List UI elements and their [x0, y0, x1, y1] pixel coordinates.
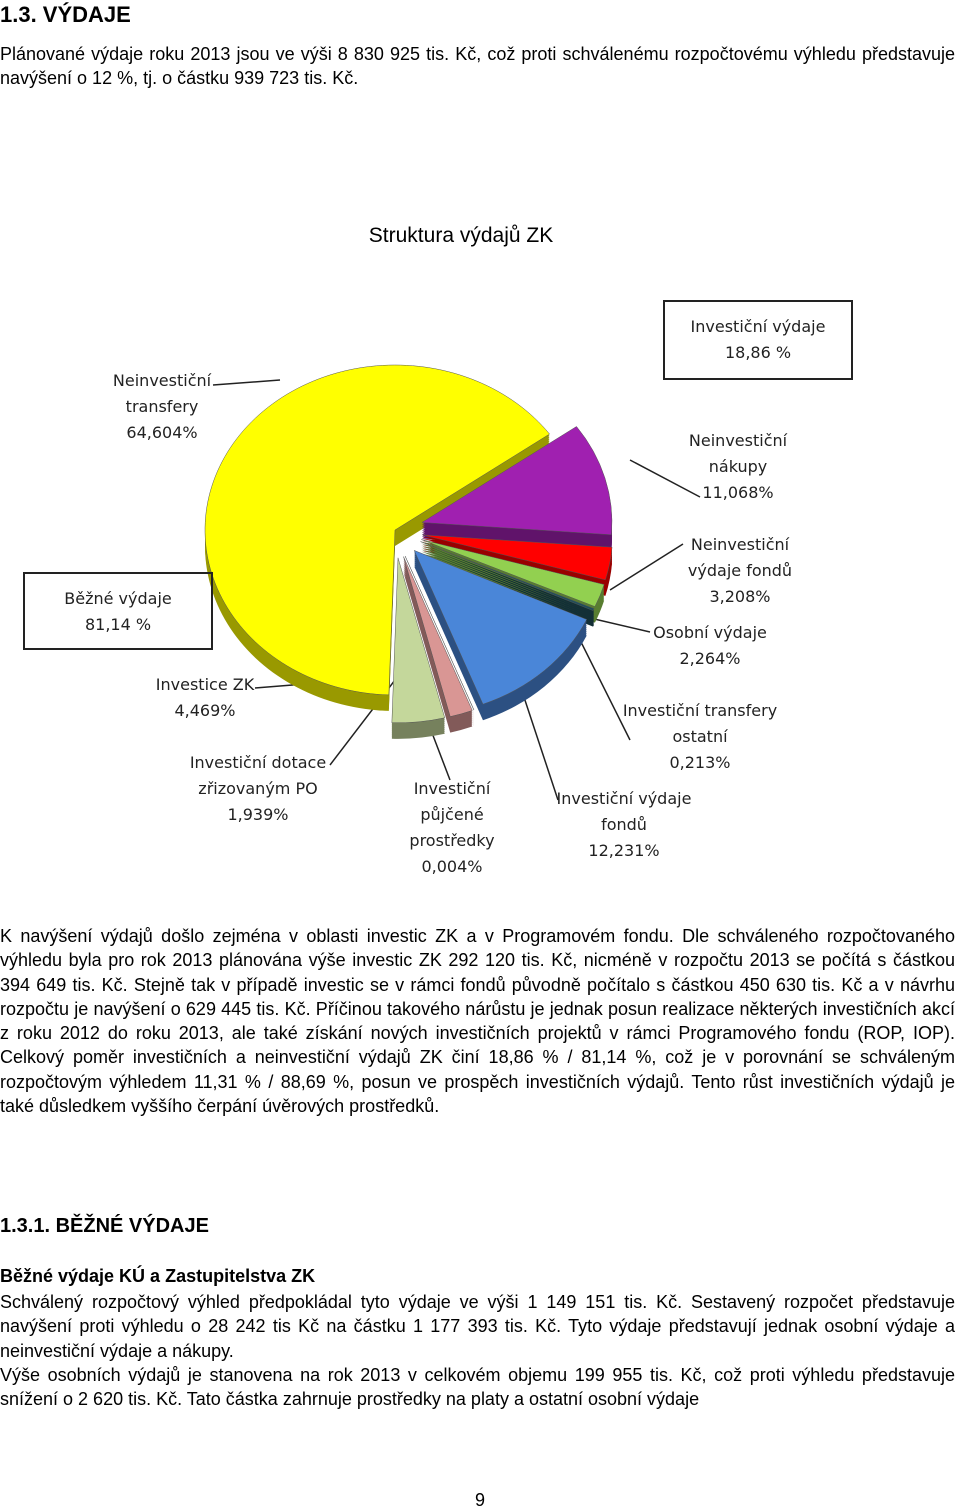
annotation-value: 81,14 % — [84, 615, 152, 634]
slice-name: Investice ZK — [155, 675, 255, 694]
intro: Plánované výdaje roku 2013 jsou ve výši … — [0, 44, 955, 89]
leader — [629, 459, 701, 498]
slice-label: Neinvestiční transfery 64,604% — [97, 368, 227, 446]
slice — [421, 539, 605, 607]
slice-value: 0,004% — [421, 857, 483, 876]
slice-label: Investiční dotace zřizovaným PO 1,939% — [178, 750, 338, 828]
pie-tops — [204, 364, 613, 724]
slice — [204, 364, 550, 696]
slice — [413, 549, 588, 705]
slice-value: 64,604% — [126, 423, 198, 442]
slice-value: 12,231% — [588, 841, 660, 860]
annotation-label: Investiční výdaje — [690, 317, 826, 336]
annotation-label: Běžné výdaje — [64, 589, 172, 608]
slice-side — [420, 543, 595, 613]
slice-label: Investice ZK 4,469% — [140, 672, 270, 724]
heading: 1.3. VÝDAJE — [0, 2, 131, 27]
leader — [609, 543, 684, 591]
slice-side — [405, 558, 474, 712]
slice-value: 2,264% — [679, 649, 741, 668]
slice — [422, 534, 613, 581]
chart-title: Struktura výdajů ZK — [368, 224, 554, 247]
annotation-box: Běžné výdaje 81,14 % — [23, 572, 213, 650]
pie-chart — [204, 364, 701, 801]
slice-name: Osobní výdaje — [653, 623, 767, 642]
slice-side — [420, 545, 595, 615]
slice-label: Investiční půjčené prostředky 0,004% — [402, 776, 502, 880]
slice-side — [420, 547, 595, 617]
annotation-box: Investiční výdaje 18,86 % — [663, 300, 853, 380]
slice-name: Neinvestiční transfery — [112, 371, 212, 416]
page-number: 9 — [474, 1490, 485, 1510]
paragraph: K navýšení výdajů došlo zejména v oblast… — [0, 926, 955, 1117]
slice-value: 11,068% — [702, 483, 774, 502]
annotation-value: 18,86 % — [724, 343, 792, 362]
slice-label: Investiční transfery ostatní 0,213% — [620, 698, 780, 776]
leader — [589, 617, 651, 633]
leader — [574, 629, 631, 741]
slice-name: Neinvestiční nákupy — [688, 431, 788, 476]
slice — [391, 557, 446, 724]
slice-side — [420, 549, 595, 619]
slice-name: Investiční transfery ostatní — [622, 701, 778, 746]
slice-name: Investiční výdaje fondů — [556, 789, 692, 834]
slice-name: Neinvestiční výdaje fondů — [687, 535, 793, 580]
paragraph: Schválený rozpočtový výhled předpokládal… — [0, 1292, 955, 1361]
slice-label: Investiční výdaje fondů 12,231% — [544, 786, 704, 864]
slice-value: 0,213% — [669, 753, 731, 772]
slice-label: Neinvestiční výdaje fondů 3,208% — [680, 532, 800, 610]
slice-side — [420, 551, 595, 621]
leader — [212, 379, 281, 386]
paragraph: Výše osobních výdajů je stanovena na rok… — [0, 1365, 955, 1410]
slice-value: 1,939% — [227, 805, 289, 824]
slice-name: Investiční půjčené prostředky — [409, 779, 495, 850]
section-heading: 1.3.1. BĚŽNÉ VÝDAJE — [0, 1215, 209, 1237]
slice — [403, 556, 473, 717]
slice-name: Investiční dotace zřizovaným PO — [189, 753, 327, 798]
slice-value: 4,469% — [174, 701, 236, 720]
slice-label: Neinvestiční nákupy 11,068% — [678, 428, 798, 506]
subheading: Běžné výdaje KÚ a Zastupitelstva ZK — [0, 1266, 316, 1286]
slice — [404, 555, 475, 711]
slice — [420, 541, 595, 611]
slice-value: 3,208% — [709, 587, 771, 606]
slice — [421, 426, 613, 536]
slice-label: Osobní výdaje 2,264% — [640, 620, 780, 672]
